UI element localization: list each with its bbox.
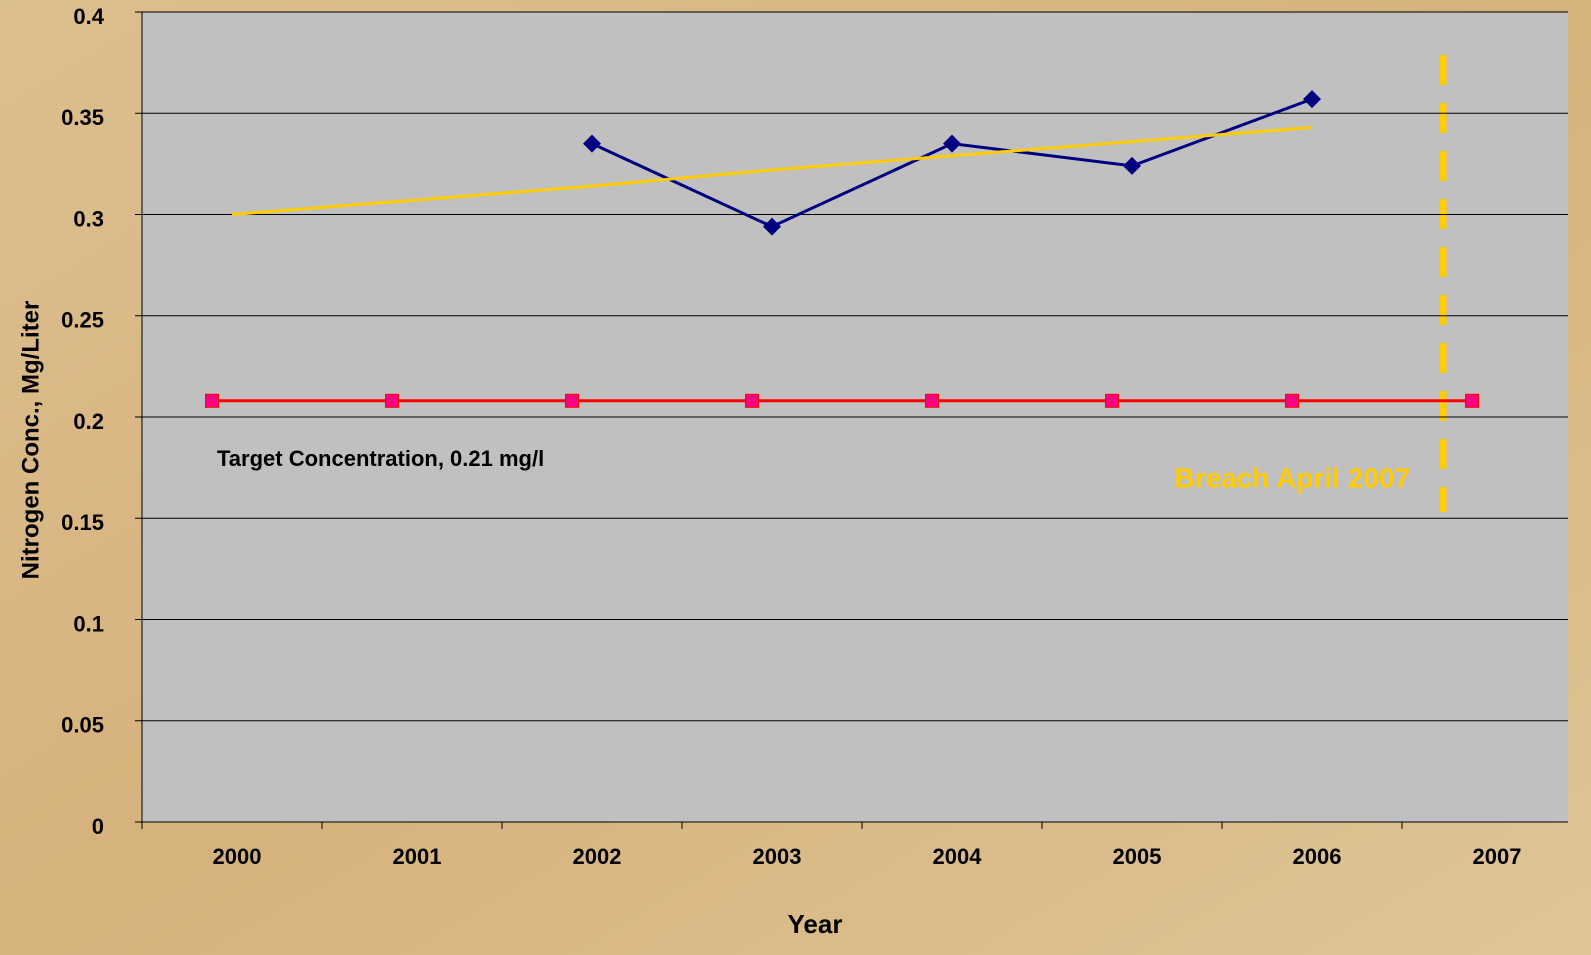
series-line bbox=[231, 125, 1313, 216]
marker bbox=[943, 134, 961, 153]
marker bbox=[1123, 156, 1141, 175]
marker bbox=[925, 393, 939, 408]
x-tick-label: 2000 bbox=[213, 844, 262, 869]
annotation: Target Concentration, 0.21 mg/l bbox=[217, 446, 544, 471]
x-tick-label: 2007 bbox=[1473, 844, 1522, 869]
y-tick-label: 0.4 bbox=[73, 4, 104, 29]
y-axis-label: Nitrogen Conc., Mg/Liter bbox=[17, 301, 44, 580]
marker bbox=[565, 393, 579, 408]
y-tick-label: 0.25 bbox=[61, 308, 104, 333]
y-tick-label: 0.2 bbox=[73, 409, 104, 434]
annotation: Breach April 2007 bbox=[1174, 462, 1410, 493]
marker bbox=[205, 393, 219, 408]
x-tick-label: 2002 bbox=[573, 844, 622, 869]
y-tick-label: 0.35 bbox=[61, 105, 104, 130]
x-tick-label: 2005 bbox=[1113, 844, 1162, 869]
y-tick-label: 0 bbox=[92, 814, 104, 839]
x-tick-label: 2004 bbox=[933, 844, 983, 869]
y-tick-label: 0.15 bbox=[61, 510, 104, 535]
y-tick-label: 0.05 bbox=[61, 713, 104, 738]
marker bbox=[745, 393, 759, 408]
x-tick-label: 2006 bbox=[1293, 844, 1342, 869]
marker bbox=[1285, 393, 1299, 408]
marker bbox=[763, 217, 781, 236]
marker bbox=[1465, 393, 1479, 408]
marker bbox=[1105, 393, 1119, 408]
x-tick-label: 2003 bbox=[753, 844, 802, 869]
marker bbox=[1303, 90, 1321, 109]
x-axis-label: Year bbox=[788, 909, 843, 939]
y-tick-label: 0.3 bbox=[73, 206, 104, 231]
marker bbox=[385, 393, 399, 408]
y-tick-label: 0.1 bbox=[73, 611, 104, 636]
marker bbox=[583, 134, 601, 153]
x-tick-label: 2001 bbox=[393, 844, 442, 869]
